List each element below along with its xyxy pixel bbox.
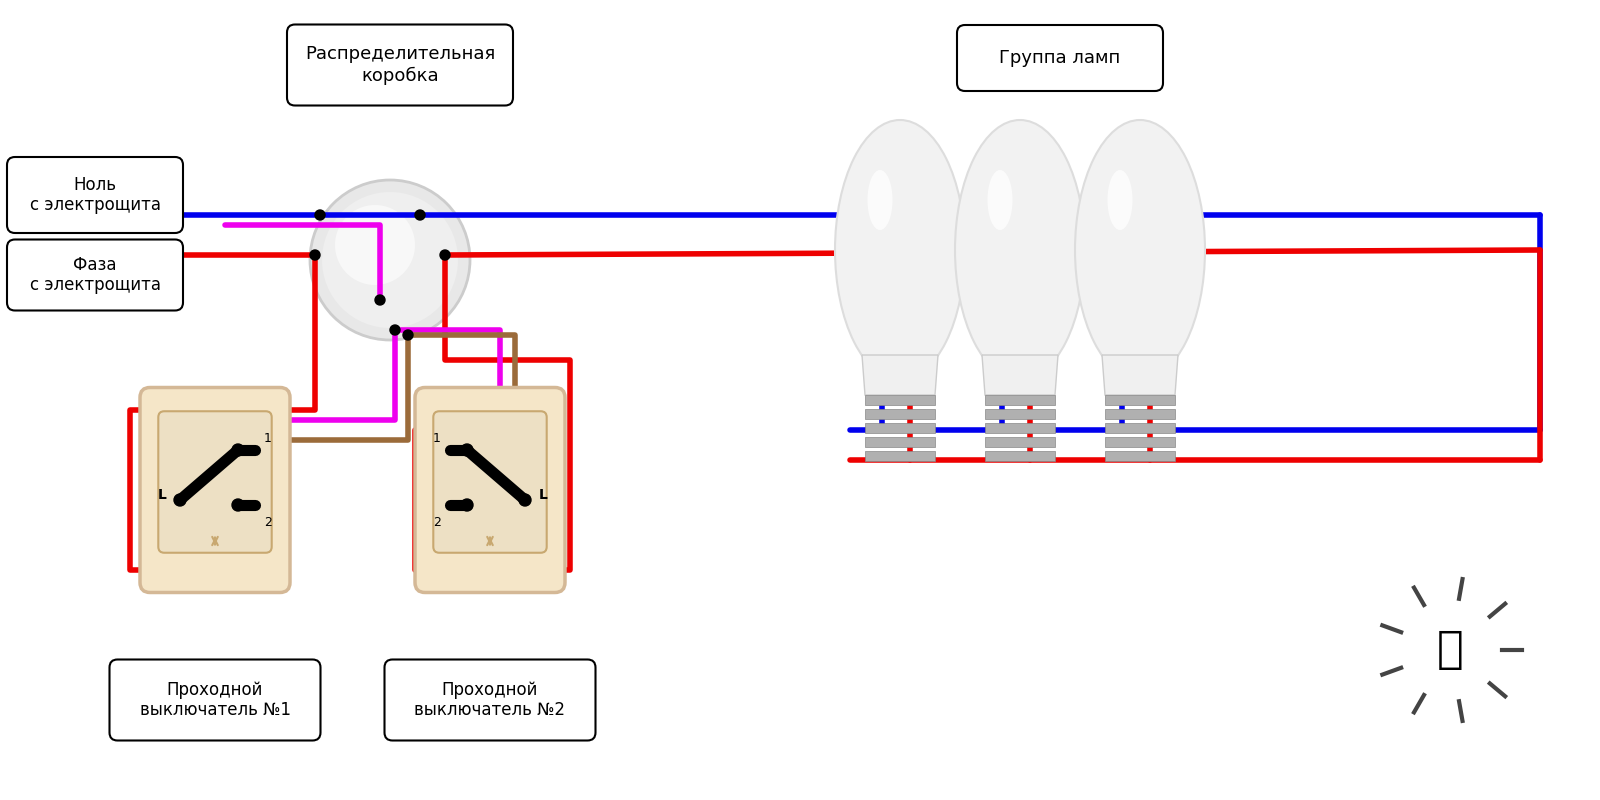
Circle shape xyxy=(315,210,325,220)
Ellipse shape xyxy=(1107,170,1133,230)
FancyBboxPatch shape xyxy=(1106,451,1174,461)
Text: 2: 2 xyxy=(264,517,272,530)
Circle shape xyxy=(440,250,450,260)
FancyBboxPatch shape xyxy=(1106,423,1174,433)
Ellipse shape xyxy=(955,120,1085,380)
Circle shape xyxy=(232,444,243,456)
FancyBboxPatch shape xyxy=(414,387,565,593)
Circle shape xyxy=(414,210,426,220)
FancyBboxPatch shape xyxy=(986,451,1054,461)
Text: 2: 2 xyxy=(434,517,442,530)
Circle shape xyxy=(174,494,186,506)
FancyBboxPatch shape xyxy=(866,451,934,461)
Circle shape xyxy=(518,494,531,506)
FancyBboxPatch shape xyxy=(1106,437,1174,447)
Polygon shape xyxy=(982,355,1058,395)
Text: Группа ламп: Группа ламп xyxy=(1000,49,1120,67)
Text: Распределительная
коробка: Распределительная коробка xyxy=(306,46,494,85)
Circle shape xyxy=(461,444,474,456)
Ellipse shape xyxy=(1075,120,1205,380)
Circle shape xyxy=(334,205,414,285)
FancyBboxPatch shape xyxy=(109,659,320,741)
FancyBboxPatch shape xyxy=(986,423,1054,433)
FancyBboxPatch shape xyxy=(957,25,1163,91)
FancyBboxPatch shape xyxy=(986,409,1054,419)
FancyBboxPatch shape xyxy=(158,411,272,553)
Circle shape xyxy=(461,499,474,511)
FancyBboxPatch shape xyxy=(6,239,182,310)
Circle shape xyxy=(322,192,458,328)
Text: 1: 1 xyxy=(264,431,272,445)
Text: L: L xyxy=(157,488,166,502)
Text: Фаза
с электрощита: Фаза с электрощита xyxy=(29,256,160,294)
Circle shape xyxy=(390,325,400,335)
FancyBboxPatch shape xyxy=(141,387,290,593)
FancyBboxPatch shape xyxy=(866,409,934,419)
Text: Проходной
выключатель №2: Проходной выключатель №2 xyxy=(414,681,565,719)
Circle shape xyxy=(403,330,413,340)
Text: L: L xyxy=(539,488,547,502)
FancyBboxPatch shape xyxy=(434,411,547,553)
Text: Проходной
выключатель №1: Проходной выключатель №1 xyxy=(139,681,291,719)
FancyBboxPatch shape xyxy=(986,395,1054,405)
Polygon shape xyxy=(1102,355,1178,395)
Polygon shape xyxy=(862,355,938,395)
Circle shape xyxy=(310,250,320,260)
FancyBboxPatch shape xyxy=(6,157,182,233)
Circle shape xyxy=(232,499,243,511)
FancyBboxPatch shape xyxy=(286,25,514,106)
FancyBboxPatch shape xyxy=(866,437,934,447)
Circle shape xyxy=(310,180,470,340)
Text: 👐: 👐 xyxy=(1437,629,1464,671)
FancyBboxPatch shape xyxy=(986,437,1054,447)
FancyBboxPatch shape xyxy=(384,659,595,741)
FancyBboxPatch shape xyxy=(866,395,934,405)
FancyBboxPatch shape xyxy=(866,423,934,433)
Ellipse shape xyxy=(867,170,893,230)
FancyBboxPatch shape xyxy=(1106,395,1174,405)
Ellipse shape xyxy=(987,170,1013,230)
Ellipse shape xyxy=(835,120,965,380)
Text: Ноль
с электрощита: Ноль с электрощита xyxy=(29,176,160,214)
Circle shape xyxy=(374,295,386,305)
Text: 1: 1 xyxy=(434,431,442,445)
FancyBboxPatch shape xyxy=(1106,409,1174,419)
